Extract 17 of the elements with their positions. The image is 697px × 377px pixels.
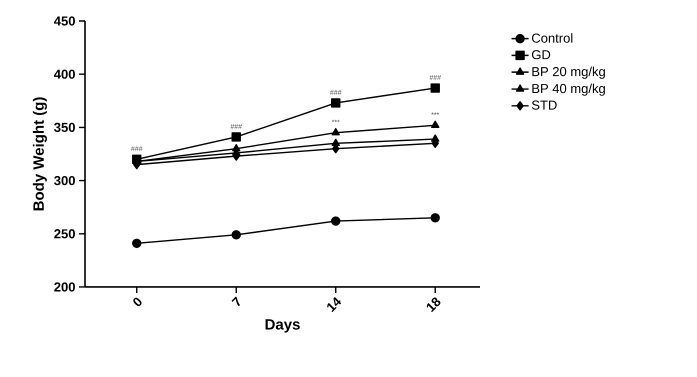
y-axis-title: Body Weight (g) <box>32 97 47 210</box>
y-tick-label: 400 <box>54 70 75 79</box>
legend-label: BP 20 mg/kg <box>532 66 605 79</box>
y-tick-label: 450 <box>54 16 75 26</box>
x-tick-label: 7 <box>232 296 240 306</box>
x-tick-label: 0 <box>133 298 142 306</box>
legend-label: GD <box>532 50 550 60</box>
legend-label: BP 40 mg/kg <box>532 84 605 96</box>
x-axis-title: Days <box>266 319 300 333</box>
x-tick-label: 18 <box>426 298 440 312</box>
y-tick-label: 250 <box>54 229 75 238</box>
y-tick-label: 350 <box>54 122 75 132</box>
legend-label: STD <box>532 100 557 110</box>
x-tick-label: 14 <box>327 296 342 312</box>
y-tick-label: 300 <box>54 176 75 186</box>
legend-label: Control <box>532 33 572 43</box>
y-tick-label: 200 <box>54 282 75 292</box>
